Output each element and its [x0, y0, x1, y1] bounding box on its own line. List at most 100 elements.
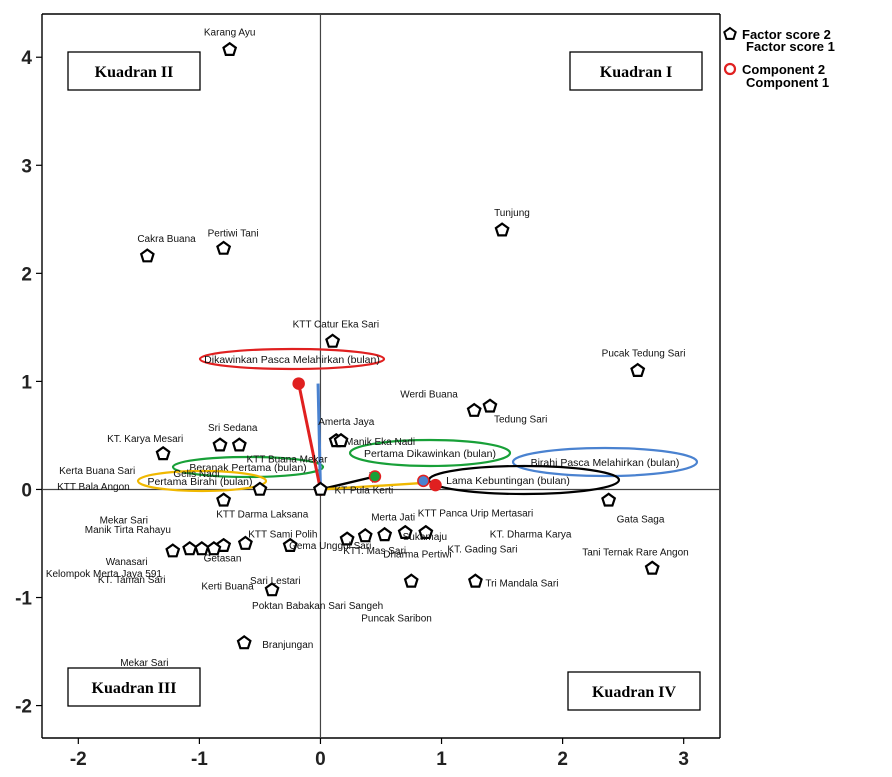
factor-score-point	[313, 481, 328, 496]
legend-pentagon-icon	[723, 26, 737, 40]
point-label: KTT. Mas Sari	[343, 546, 406, 557]
component-loading-point	[429, 478, 442, 492]
component-loading-point	[292, 377, 305, 390]
factor-score-point	[165, 543, 181, 558]
point-label: Branjungan	[262, 640, 313, 651]
quadrant-label: Kuadran IV	[592, 684, 676, 701]
factor-score-point	[155, 445, 171, 461]
factor-score-point	[466, 402, 482, 417]
y-tick-label: 0	[21, 480, 32, 501]
pertama-birahi-vector	[320, 481, 424, 491]
factor-score-point	[630, 362, 646, 377]
variable-label: Pertama Birahi (bulan)	[147, 476, 252, 488]
point-label: Werdi Buana	[400, 390, 458, 401]
factor-score-point	[339, 531, 355, 546]
y-tick-label: 2	[21, 264, 32, 285]
quadrant-labels: Kuadran II Kuadran I Kuadran III Kuadran IV	[67, 51, 703, 711]
plot-frame	[41, 13, 721, 739]
factor-score-point	[216, 240, 232, 255]
point-label: KTT Darma Laksana	[216, 510, 309, 521]
variable-label: Pertama Dikawinkan (bulan)	[364, 448, 496, 460]
point-label: Wanasari	[106, 557, 148, 568]
point-label: Gelis Nadi	[173, 469, 219, 480]
variable-ellipse	[511, 446, 699, 478]
reference-lines	[42, 14, 720, 738]
variable-ellipse	[348, 438, 512, 468]
point-label: Dharma Pertiwi	[383, 549, 451, 560]
factor-score-point	[139, 248, 155, 263]
factor-score-point	[397, 524, 413, 540]
factor-score-point	[357, 528, 373, 543]
factor-score-point	[482, 398, 498, 413]
point-label: KTT Catur Eka Sari	[293, 319, 380, 330]
factor-score-points: Karang Ayu Cakra Buana Pertiwi Tani Tunjung…	[46, 28, 689, 669]
point-label: Manik Tirta Rahayu	[85, 525, 171, 536]
quadrant-box	[567, 671, 701, 711]
point-label: Mekar Sari	[100, 515, 148, 526]
point-label: Tani Ternak Rare Angon	[582, 547, 689, 558]
point-label: Sukamaju	[403, 532, 447, 543]
y-tick-label: 1	[21, 372, 32, 393]
variable-ellipse	[171, 455, 325, 479]
component-loading-point	[417, 474, 430, 488]
factor-score-point	[333, 432, 349, 448]
x-tick-label: -1	[191, 749, 208, 770]
x-tick-label: 1	[436, 749, 447, 770]
legend-label: Factor score 1	[746, 39, 835, 54]
point-label: Merta Jati	[371, 513, 415, 524]
x-tick-label: -2	[70, 749, 87, 770]
y-tick-label: -1	[15, 589, 32, 610]
point-label: KT. Dharma Karya	[490, 530, 572, 541]
point-label: Getasan	[204, 554, 242, 565]
legend-label: Factor score 2	[742, 27, 831, 42]
legend-circle-icon	[723, 62, 737, 76]
quadrant-box	[569, 51, 703, 91]
point-label: Pertiwi Tani	[208, 228, 259, 239]
point-label: Puncak Saribon	[361, 613, 432, 624]
variable-label: Dikawinkan Pasca Melahirkan (bulan)	[204, 354, 380, 366]
quadrant-label: Kuadran I	[600, 64, 672, 81]
factor-score-point	[206, 541, 222, 556]
point-label: KT. Taman Sari	[98, 575, 166, 586]
factor-score-point	[182, 541, 198, 556]
y-tick-label: 3	[21, 156, 32, 177]
legend-label: Component 1	[746, 75, 829, 90]
variable-label: Lama Kebuntingan (bulan)	[446, 475, 570, 487]
point-label: Kerti Buana	[201, 581, 254, 592]
point-label: KTT Panca Urip Mertasari	[418, 509, 533, 520]
point-label: Gata Saga	[617, 514, 665, 525]
point-label: Pucak Tedung Sari	[602, 349, 686, 360]
factor-score-point	[644, 560, 660, 575]
factor-score-point	[601, 492, 617, 507]
factor-score-point	[194, 541, 210, 556]
factor-score-point	[231, 437, 247, 452]
component1-vector	[316, 383, 322, 490]
factor-score-point	[237, 535, 253, 550]
component2-vector	[297, 383, 322, 490]
point-label: Sari Lestari	[250, 576, 301, 587]
point-label: Tedung Sari	[494, 414, 547, 425]
factor-score-point	[494, 222, 510, 237]
point-label: KT. Gading Sari	[447, 544, 517, 555]
factor-score-point	[468, 573, 483, 588]
variable-ellipse	[198, 347, 386, 371]
factor-score-point	[222, 41, 238, 57]
point-label: KT. Karya Mesari	[107, 434, 183, 445]
quadrant-box	[67, 667, 201, 707]
point-label: KTT Buana Mekar	[246, 454, 328, 465]
point-label: Sri Sedana	[208, 423, 258, 434]
factor-score-point	[403, 573, 419, 588]
x-tick-label: 2	[557, 749, 568, 770]
y-tick-label: 4	[21, 48, 32, 69]
point-label: Karang Ayu	[204, 28, 256, 39]
point-label: KTT Sami Polih	[248, 530, 317, 541]
point-label: Mekar Sari	[120, 658, 168, 669]
factor-score-point	[282, 537, 298, 553]
variable-ellipses: Dikawinkan Pasca Melahirkan (bulan)Beran…	[136, 347, 699, 496]
point-label: Poktan Babakan Sari Sangeh	[252, 601, 383, 612]
x-tick-label: 0	[315, 749, 326, 770]
point-label: KTT Bala Angon	[57, 482, 130, 493]
factor-score-point	[212, 437, 228, 452]
factor-score-point	[216, 492, 232, 507]
